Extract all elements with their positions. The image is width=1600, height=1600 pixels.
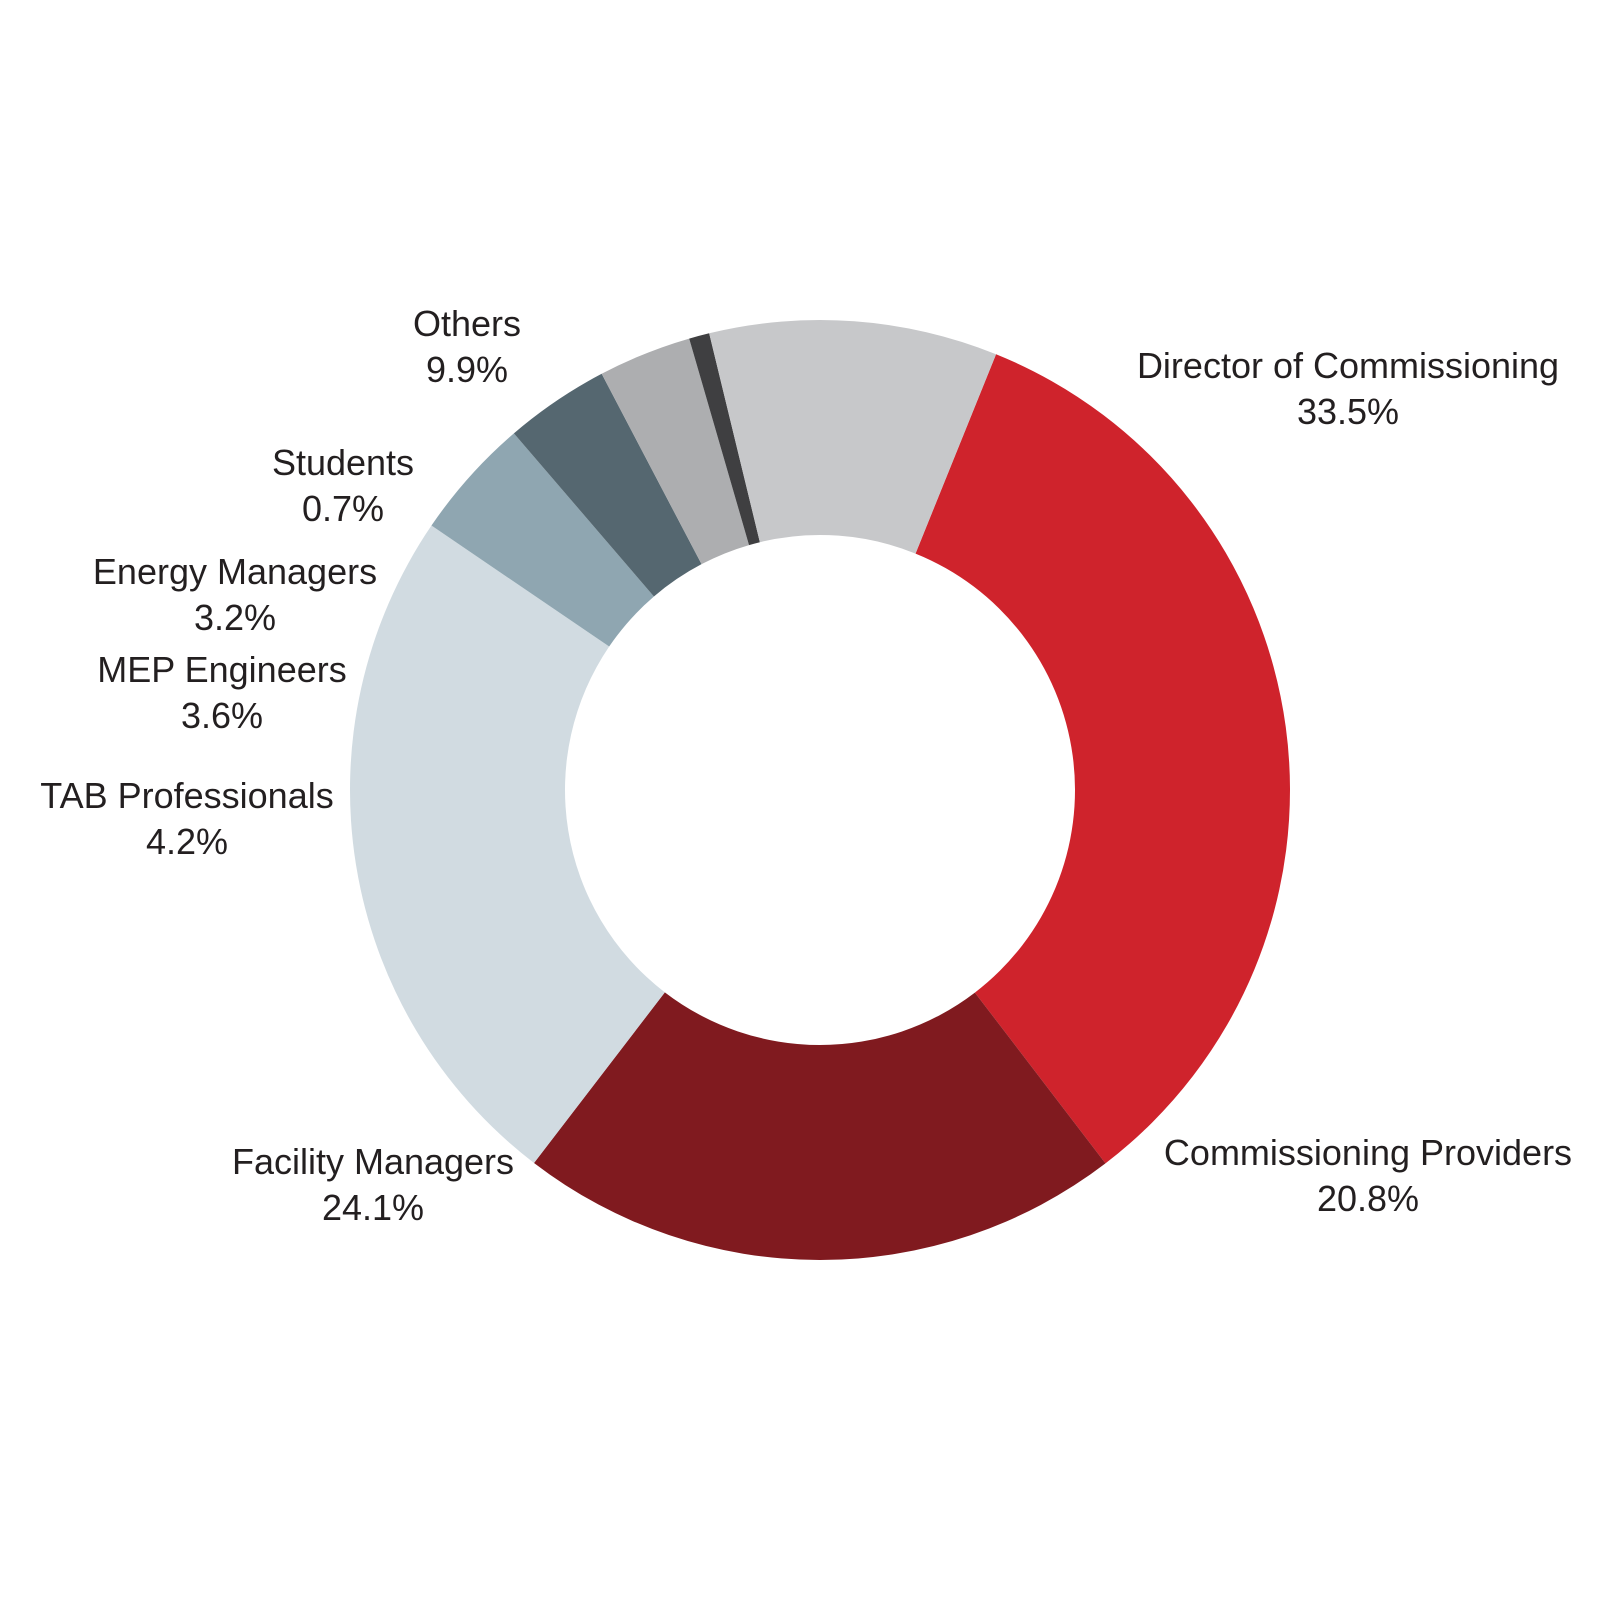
chart-slices xyxy=(350,320,1290,1260)
slice-name: Students xyxy=(272,442,414,483)
slice-label-energy-managers: Energy Managers 3.2% xyxy=(93,551,377,638)
slice-name: Commissioning Providers xyxy=(1164,1132,1572,1173)
slice-label-director-of-commissioning: Director of Commissioning 33.5% xyxy=(1137,345,1559,432)
slice-commissioning-providers xyxy=(534,992,1106,1260)
slice-energy-managers xyxy=(601,338,750,565)
slice-label-others: Others 9.9% xyxy=(413,303,521,390)
slice-director-of-commissioning xyxy=(915,354,1290,1164)
slice-name: Energy Managers xyxy=(93,551,377,592)
chart-labels: Director of Commissioning 33.5% Commission… xyxy=(40,303,1572,1228)
slice-value: 24.1% xyxy=(322,1187,424,1228)
slice-mep-engineers xyxy=(513,373,702,597)
slice-tab-professionals xyxy=(431,433,654,647)
slice-facility-managers xyxy=(350,525,665,1163)
slice-label-commissioning-providers: Commissioning Providers 20.8% xyxy=(1164,1132,1572,1219)
slice-label-students: Students 0.7% xyxy=(272,442,414,529)
slice-name: Facility Managers xyxy=(232,1141,514,1182)
slice-name: TAB Professionals xyxy=(40,775,333,816)
slice-name: Others xyxy=(413,303,521,344)
slice-label-facility-managers: Facility Managers 24.1% xyxy=(232,1141,514,1228)
slice-name: MEP Engineers xyxy=(97,649,346,690)
slice-name: Director of Commissioning xyxy=(1137,345,1559,386)
slice-value: 3.2% xyxy=(194,597,276,638)
slice-value: 3.6% xyxy=(181,695,263,736)
slice-value: 4.2% xyxy=(146,821,228,862)
slice-others xyxy=(709,320,997,554)
slice-students xyxy=(689,333,760,546)
slice-value: 9.9% xyxy=(426,349,508,390)
slice-value: 20.8% xyxy=(1317,1178,1419,1219)
slice-label-tab-professionals: TAB Professionals 4.2% xyxy=(40,775,333,862)
slice-value: 0.7% xyxy=(302,488,384,529)
slice-label-mep-engineers: MEP Engineers 3.6% xyxy=(97,649,346,736)
slice-value: 33.5% xyxy=(1297,391,1399,432)
